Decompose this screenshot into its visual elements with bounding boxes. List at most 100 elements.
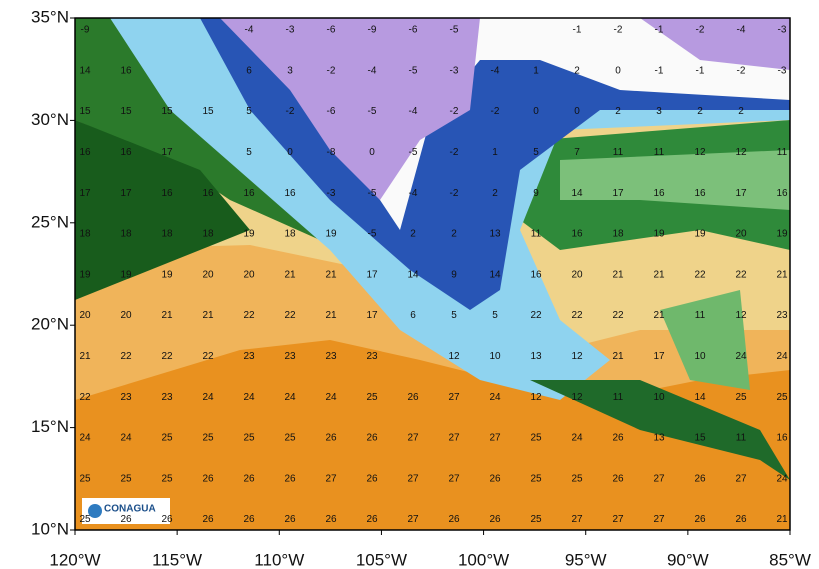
grid-value: 20 <box>735 229 747 240</box>
freezing-purple-east <box>640 18 790 70</box>
grid-value: 19 <box>161 269 173 280</box>
grid-value: 11 <box>531 229 542 240</box>
grid-value: -2 <box>696 25 705 36</box>
grid-value: 13 <box>530 351 542 362</box>
grid-value: 5 <box>533 147 539 158</box>
temperature-field <box>75 18 790 530</box>
grid-value: 2 <box>492 188 498 199</box>
grid-value: -3 <box>778 65 787 76</box>
grid-value: 27 <box>489 433 501 444</box>
grid-value: 6 <box>410 310 416 321</box>
grid-value: -1 <box>655 25 664 36</box>
grid-value: 12 <box>571 392 583 403</box>
grid-value: 23 <box>284 351 296 362</box>
grid-value: -5 <box>368 106 377 117</box>
grid-value: -4 <box>245 25 254 36</box>
grid-value: 19 <box>653 229 665 240</box>
grid-value: -3 <box>286 25 295 36</box>
grid-value: 21 <box>161 310 173 321</box>
grid-value: 20 <box>120 310 132 321</box>
grid-value: 19 <box>79 269 91 280</box>
grid-value: 26 <box>612 433 624 444</box>
grid-value: -4 <box>409 106 418 117</box>
lon-tick-label: 105°W <box>356 550 407 569</box>
grid-value: 26 <box>612 473 624 484</box>
grid-value: 0 <box>369 147 375 158</box>
grid-value: 12 <box>530 392 542 403</box>
grid-value: 16 <box>530 269 542 280</box>
grid-value: 27 <box>407 514 419 525</box>
grid-value: 17 <box>653 351 665 362</box>
lat-tick-label: 35°N <box>31 7 69 26</box>
grid-value: 14 <box>694 392 706 403</box>
grid-value: -6 <box>327 106 336 117</box>
grid-value: 21 <box>776 514 788 525</box>
grid-value: 11 <box>695 310 706 321</box>
grid-value: 20 <box>243 269 255 280</box>
grid-value: 21 <box>202 310 214 321</box>
grid-value: -4 <box>491 65 500 76</box>
lat-tick-label: 15°N <box>31 417 69 436</box>
grid-value: 19 <box>694 229 706 240</box>
grid-value: 14 <box>79 65 91 76</box>
grid-value: -2 <box>327 65 336 76</box>
grid-value: 10 <box>694 351 706 362</box>
grid-value: 18 <box>79 229 91 240</box>
grid-value: 20 <box>79 310 91 321</box>
grid-value: 2 <box>738 106 744 117</box>
grid-value: 16 <box>161 188 173 199</box>
grid-value: -9 <box>368 25 377 36</box>
grid-value: 3 <box>287 65 293 76</box>
grid-value: -3 <box>450 65 459 76</box>
grid-value: 2 <box>574 65 580 76</box>
grid-value: 25 <box>79 473 91 484</box>
grid-value: 24 <box>202 392 214 403</box>
grid-value: 21 <box>653 269 665 280</box>
lon-tick-label: 85°W <box>769 550 811 569</box>
grid-value: 22 <box>202 351 214 362</box>
grid-value: 5 <box>451 310 457 321</box>
grid-value: 25 <box>530 473 542 484</box>
grid-value: 12 <box>571 351 583 362</box>
grid-value: 21 <box>776 269 788 280</box>
lat-tick-label: 25°N <box>31 212 69 231</box>
grid-value: 19 <box>325 229 337 240</box>
grid-value: 26 <box>407 392 419 403</box>
grid-value: 9 <box>533 188 539 199</box>
grid-value: 7 <box>574 147 580 158</box>
grid-value: 27 <box>571 514 583 525</box>
grid-value: 23 <box>366 351 378 362</box>
grid-value: 13 <box>489 229 501 240</box>
grid-value: 16 <box>571 229 583 240</box>
grid-value: 26 <box>325 433 337 444</box>
grid-value: 2 <box>451 229 457 240</box>
grid-value: 11 <box>777 147 788 158</box>
grid-value: 27 <box>325 473 337 484</box>
grid-value: 25 <box>366 392 378 403</box>
grid-value: 18 <box>161 229 173 240</box>
grid-value: 27 <box>448 473 460 484</box>
grid-value: 26 <box>325 514 337 525</box>
grid-value: -1 <box>696 65 705 76</box>
lon-tick-label: 115°W <box>152 550 202 569</box>
grid-value: 27 <box>407 473 419 484</box>
grid-value: 15 <box>202 106 214 117</box>
grid-value: -2 <box>614 25 623 36</box>
grid-value: 6 <box>246 65 252 76</box>
lon-tick-label: 100°W <box>458 550 509 569</box>
grid-value: 16 <box>79 147 91 158</box>
grid-value: 25 <box>530 433 542 444</box>
grid-value: 27 <box>735 473 747 484</box>
grid-value: 9 <box>451 269 457 280</box>
grid-value: 22 <box>284 310 296 321</box>
grid-value: 19 <box>243 229 255 240</box>
grid-value: 27 <box>653 473 665 484</box>
grid-value: 5 <box>492 310 498 321</box>
grid-value: 17 <box>612 188 624 199</box>
grid-value: 23 <box>243 351 255 362</box>
lon-tick-label: 95°W <box>565 550 607 569</box>
grid-value: 21 <box>325 269 337 280</box>
grid-value: -2 <box>737 65 746 76</box>
grid-value: -6 <box>409 25 418 36</box>
grid-value: 13 <box>653 433 665 444</box>
